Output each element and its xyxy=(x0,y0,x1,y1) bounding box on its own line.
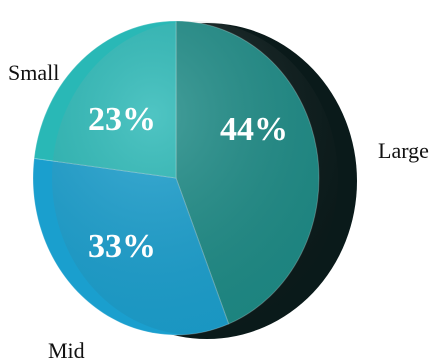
slice-label-small: Small xyxy=(8,60,59,85)
slice-label-mid: Mid xyxy=(48,338,85,363)
pie-labels: Small Large Mid 44% 33% 23% xyxy=(8,60,429,363)
slice-value-mid: 33% xyxy=(88,228,156,265)
slice-value-small: 23% xyxy=(88,101,156,138)
pie-slice-small xyxy=(33,20,177,179)
slice-value-large: 44% xyxy=(220,111,288,148)
slice-label-large: Large xyxy=(378,138,429,163)
pie-slices xyxy=(32,20,320,336)
